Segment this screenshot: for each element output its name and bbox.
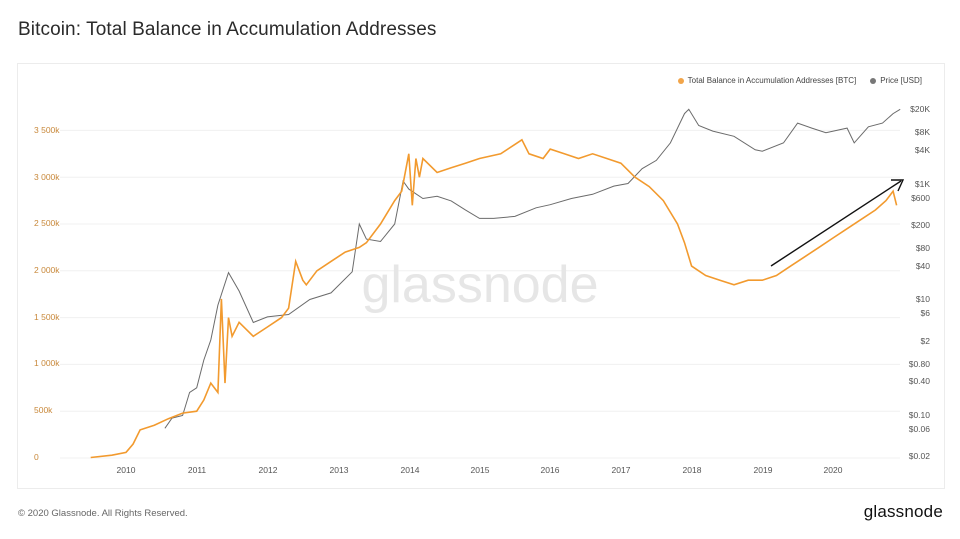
y-right-tick: $40	[915, 261, 930, 271]
chart-legend: Total Balance in Accumulation Addresses …	[677, 76, 922, 85]
y-left-tick: 3 000k	[34, 172, 60, 182]
x-tick: 2012	[258, 465, 278, 475]
balance-series-line	[90, 138, 898, 459]
legend-dot-gray-icon	[870, 77, 877, 84]
page-title: Bitcoin: Total Balance in Accumulation A…	[18, 19, 437, 40]
x-tick: 2011	[187, 465, 207, 475]
y-right-tick: $0.80	[908, 359, 930, 369]
y-left-tick: 1 000k	[34, 358, 60, 368]
x-tick: 2017	[611, 465, 631, 475]
y-right-tick: $0.02	[908, 451, 930, 461]
y-right-tick: $0.06	[908, 424, 930, 434]
y-right-tick: $10	[915, 294, 930, 304]
y-left-tick: 3 500k	[34, 125, 60, 135]
x-tick: 2010	[116, 465, 136, 475]
legend-item-balance[interactable]: Total Balance in Accumulation Addresses …	[677, 76, 857, 85]
legend-label-balance: Total Balance in Accumulation Addresses …	[687, 76, 857, 85]
x-tick: 2013	[329, 465, 349, 475]
y-right-tick: $6	[920, 308, 930, 318]
legend-dot-orange-icon	[677, 77, 684, 84]
x-tick: 2014	[400, 465, 420, 475]
x-tick: 2015	[470, 465, 490, 475]
x-tick: 2019	[753, 465, 773, 475]
glassnode-logo[interactable]: glassnode	[863, 502, 943, 521]
y-right-tick: $2	[920, 336, 930, 346]
x-tick: 2020	[823, 465, 843, 475]
y-left-tick: 2 000k	[34, 265, 60, 275]
y-right-tick: $20K	[910, 104, 930, 114]
x-tick: 2016	[540, 465, 560, 475]
y-right-tick: $1K	[914, 179, 930, 189]
trend-arrow-icon	[770, 179, 905, 267]
y-right-tick: $0.40	[908, 376, 930, 386]
copyright-text: © 2020 Glassnode. All Rights Reserved.	[18, 508, 188, 519]
watermark-logo: glassnode	[361, 256, 598, 314]
y-right-tick: $0.10	[908, 410, 930, 420]
legend-label-price: Price [USD]	[880, 76, 922, 85]
y-left-tick: 1 500k	[34, 312, 60, 322]
gridlines	[60, 129, 900, 459]
y-right-tick: $80	[915, 243, 930, 253]
y-right-tick: $600	[911, 193, 930, 203]
y-right-tick: $8K	[914, 127, 930, 137]
y-left-tick: 500k	[34, 405, 53, 415]
x-tick: 2018	[682, 465, 702, 475]
y-left-tick: 2 500k	[34, 218, 60, 228]
y-left-tick: 0	[34, 452, 39, 462]
y-right-tick: $4K	[914, 145, 930, 155]
price-series-line	[164, 108, 901, 429]
legend-item-price[interactable]: Price [USD]	[870, 76, 922, 85]
y-right-tick: $200	[911, 220, 930, 230]
